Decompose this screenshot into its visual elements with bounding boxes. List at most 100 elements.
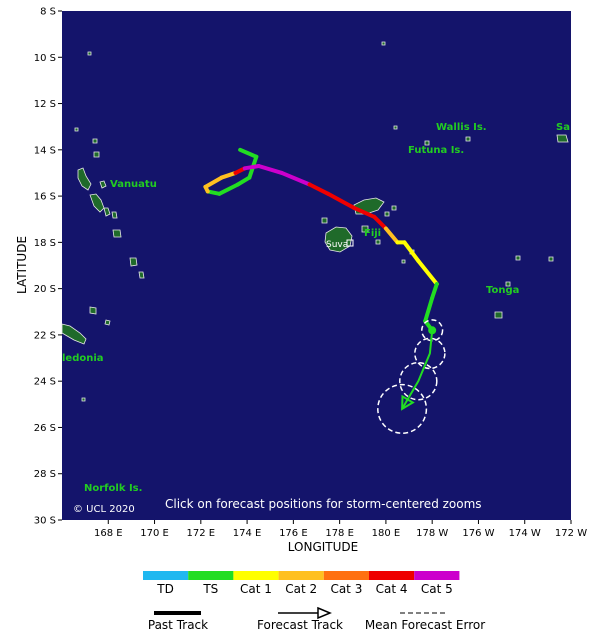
lon-tick-label: 178 E (325, 528, 354, 539)
past-track-segment (423, 295, 435, 324)
vanuatu-island (99, 180, 107, 189)
legend-category-label: Cat 2 (285, 582, 317, 596)
label-norfolk: Norfolk Is. (84, 483, 142, 494)
legend-category-label: Cat 1 (240, 582, 272, 596)
label-wallis: Wallis Is. (436, 122, 487, 133)
legend-category-label: Cat 3 (330, 582, 362, 596)
label-fiji: Fiji (364, 228, 381, 239)
past-track-segment (238, 147, 259, 159)
past-track-segment (430, 282, 439, 300)
lat-tick-label: 14 S (34, 145, 56, 156)
past-track-segment (235, 175, 252, 187)
copyright-label: © UCL 2020 (73, 504, 135, 515)
tonga-island (505, 281, 511, 287)
past-track-segment (326, 191, 356, 210)
forecast-track-label: Forecast Track (257, 618, 343, 632)
forecast-error-circle[interactable] (414, 337, 446, 370)
past-track (203, 147, 439, 333)
vanuatu-island (77, 167, 92, 191)
label-new-caledonia: ledonia (62, 353, 104, 364)
fiji-island (391, 205, 397, 211)
ocean-panel[interactable] (62, 11, 571, 520)
legend-category-label: Cat 4 (376, 582, 408, 596)
past-track-segment (351, 205, 377, 219)
legend-category-label: Cat 5 (421, 582, 453, 596)
category-legend: TD TS Cat 1 Cat 2 Cat 3 Cat 4 Cat 5 (143, 571, 460, 596)
fiji-island (401, 259, 406, 264)
vanuatu-island (92, 138, 98, 144)
samoa-island (556, 134, 569, 143)
past-track-segment (416, 258, 439, 287)
forecast-error-circle[interactable] (399, 361, 438, 401)
lat-tick-label: 10 S (34, 53, 56, 64)
past-track-segment (402, 240, 421, 263)
past-track-segment (256, 164, 284, 175)
fiji-island (384, 211, 390, 217)
lat-tick-label: 22 S (34, 330, 56, 341)
land-masses (61, 41, 569, 402)
past-track-segment (242, 164, 261, 171)
lat-tick-label: 20 S (34, 284, 56, 295)
lon-tick-label: 172 W (555, 528, 587, 539)
y-axis-title: LATITUDE (15, 236, 29, 294)
lat-tick-label: 24 S (34, 377, 56, 388)
forecast-error-circles[interactable] (377, 319, 446, 434)
new-caledonia-island (104, 319, 111, 326)
forecast-track (401, 326, 437, 411)
past-track-segment (383, 226, 400, 245)
lon-tick-label: 176 W (462, 528, 494, 539)
fiji-island (361, 225, 369, 233)
forecast-error-circle[interactable] (377, 383, 428, 434)
forecast-arrow-icon (401, 394, 415, 411)
lon-tick-label: 172 E (187, 528, 216, 539)
lon-tick-label: 170 E (140, 528, 169, 539)
past-track-segment (372, 214, 388, 231)
past-track-segment (203, 175, 224, 189)
wallis-island (465, 136, 471, 142)
fiji-island (321, 217, 328, 224)
islet (74, 127, 79, 132)
lon-tick-label: 178 W (416, 528, 448, 539)
lat-tick-label: 12 S (34, 99, 56, 110)
fiji-island (375, 239, 381, 245)
islet (87, 51, 92, 56)
past-track-segment (217, 182, 240, 196)
tonga-island (494, 311, 503, 319)
x-axis-title: LONGITUDE (288, 540, 358, 554)
vanuatu-island (138, 271, 145, 279)
legend-swatch (414, 571, 460, 580)
label-tonga: Tonga (486, 285, 519, 296)
vanuatu-island (93, 151, 100, 158)
legend-category-label: TD (156, 582, 174, 596)
legend-swatch (188, 571, 234, 580)
error-label: Mean Forecast Error (365, 618, 485, 632)
lon-tick-label: 180 E (372, 528, 401, 539)
past-track-label: Past Track (148, 618, 208, 632)
lon-tick-label: 176 E (279, 528, 308, 539)
forecast-track-line (401, 330, 434, 410)
islet (381, 41, 386, 46)
label-vanuatu: Vanuatu (110, 179, 157, 190)
label-suva: Suva (326, 240, 348, 250)
vanuatu-island (111, 211, 118, 219)
islet (81, 397, 86, 402)
label-samoa: Sa (556, 122, 570, 133)
lon-tick-label: 168 E (94, 528, 123, 539)
new-caledonia-island (89, 306, 97, 315)
lat-tick-label: 28 S (34, 469, 56, 480)
lon-tick-label: 174 E (233, 528, 262, 539)
legend-swatch (278, 571, 324, 580)
lat-tick-label: 26 S (34, 423, 56, 434)
forecast-error-circle[interactable] (421, 319, 444, 342)
legend-swatch (143, 571, 189, 580)
past-track-segment (279, 170, 312, 187)
legend-category-label: TS (202, 582, 218, 596)
new-caledonia-island (61, 323, 87, 345)
forecast-arrow-icon (317, 606, 332, 620)
futuna-island (424, 140, 430, 146)
vanuatu-island (129, 257, 138, 267)
lat-tick-label: 8 S (40, 7, 56, 18)
current-position-marker[interactable] (428, 326, 437, 335)
suva-marker (346, 239, 354, 247)
